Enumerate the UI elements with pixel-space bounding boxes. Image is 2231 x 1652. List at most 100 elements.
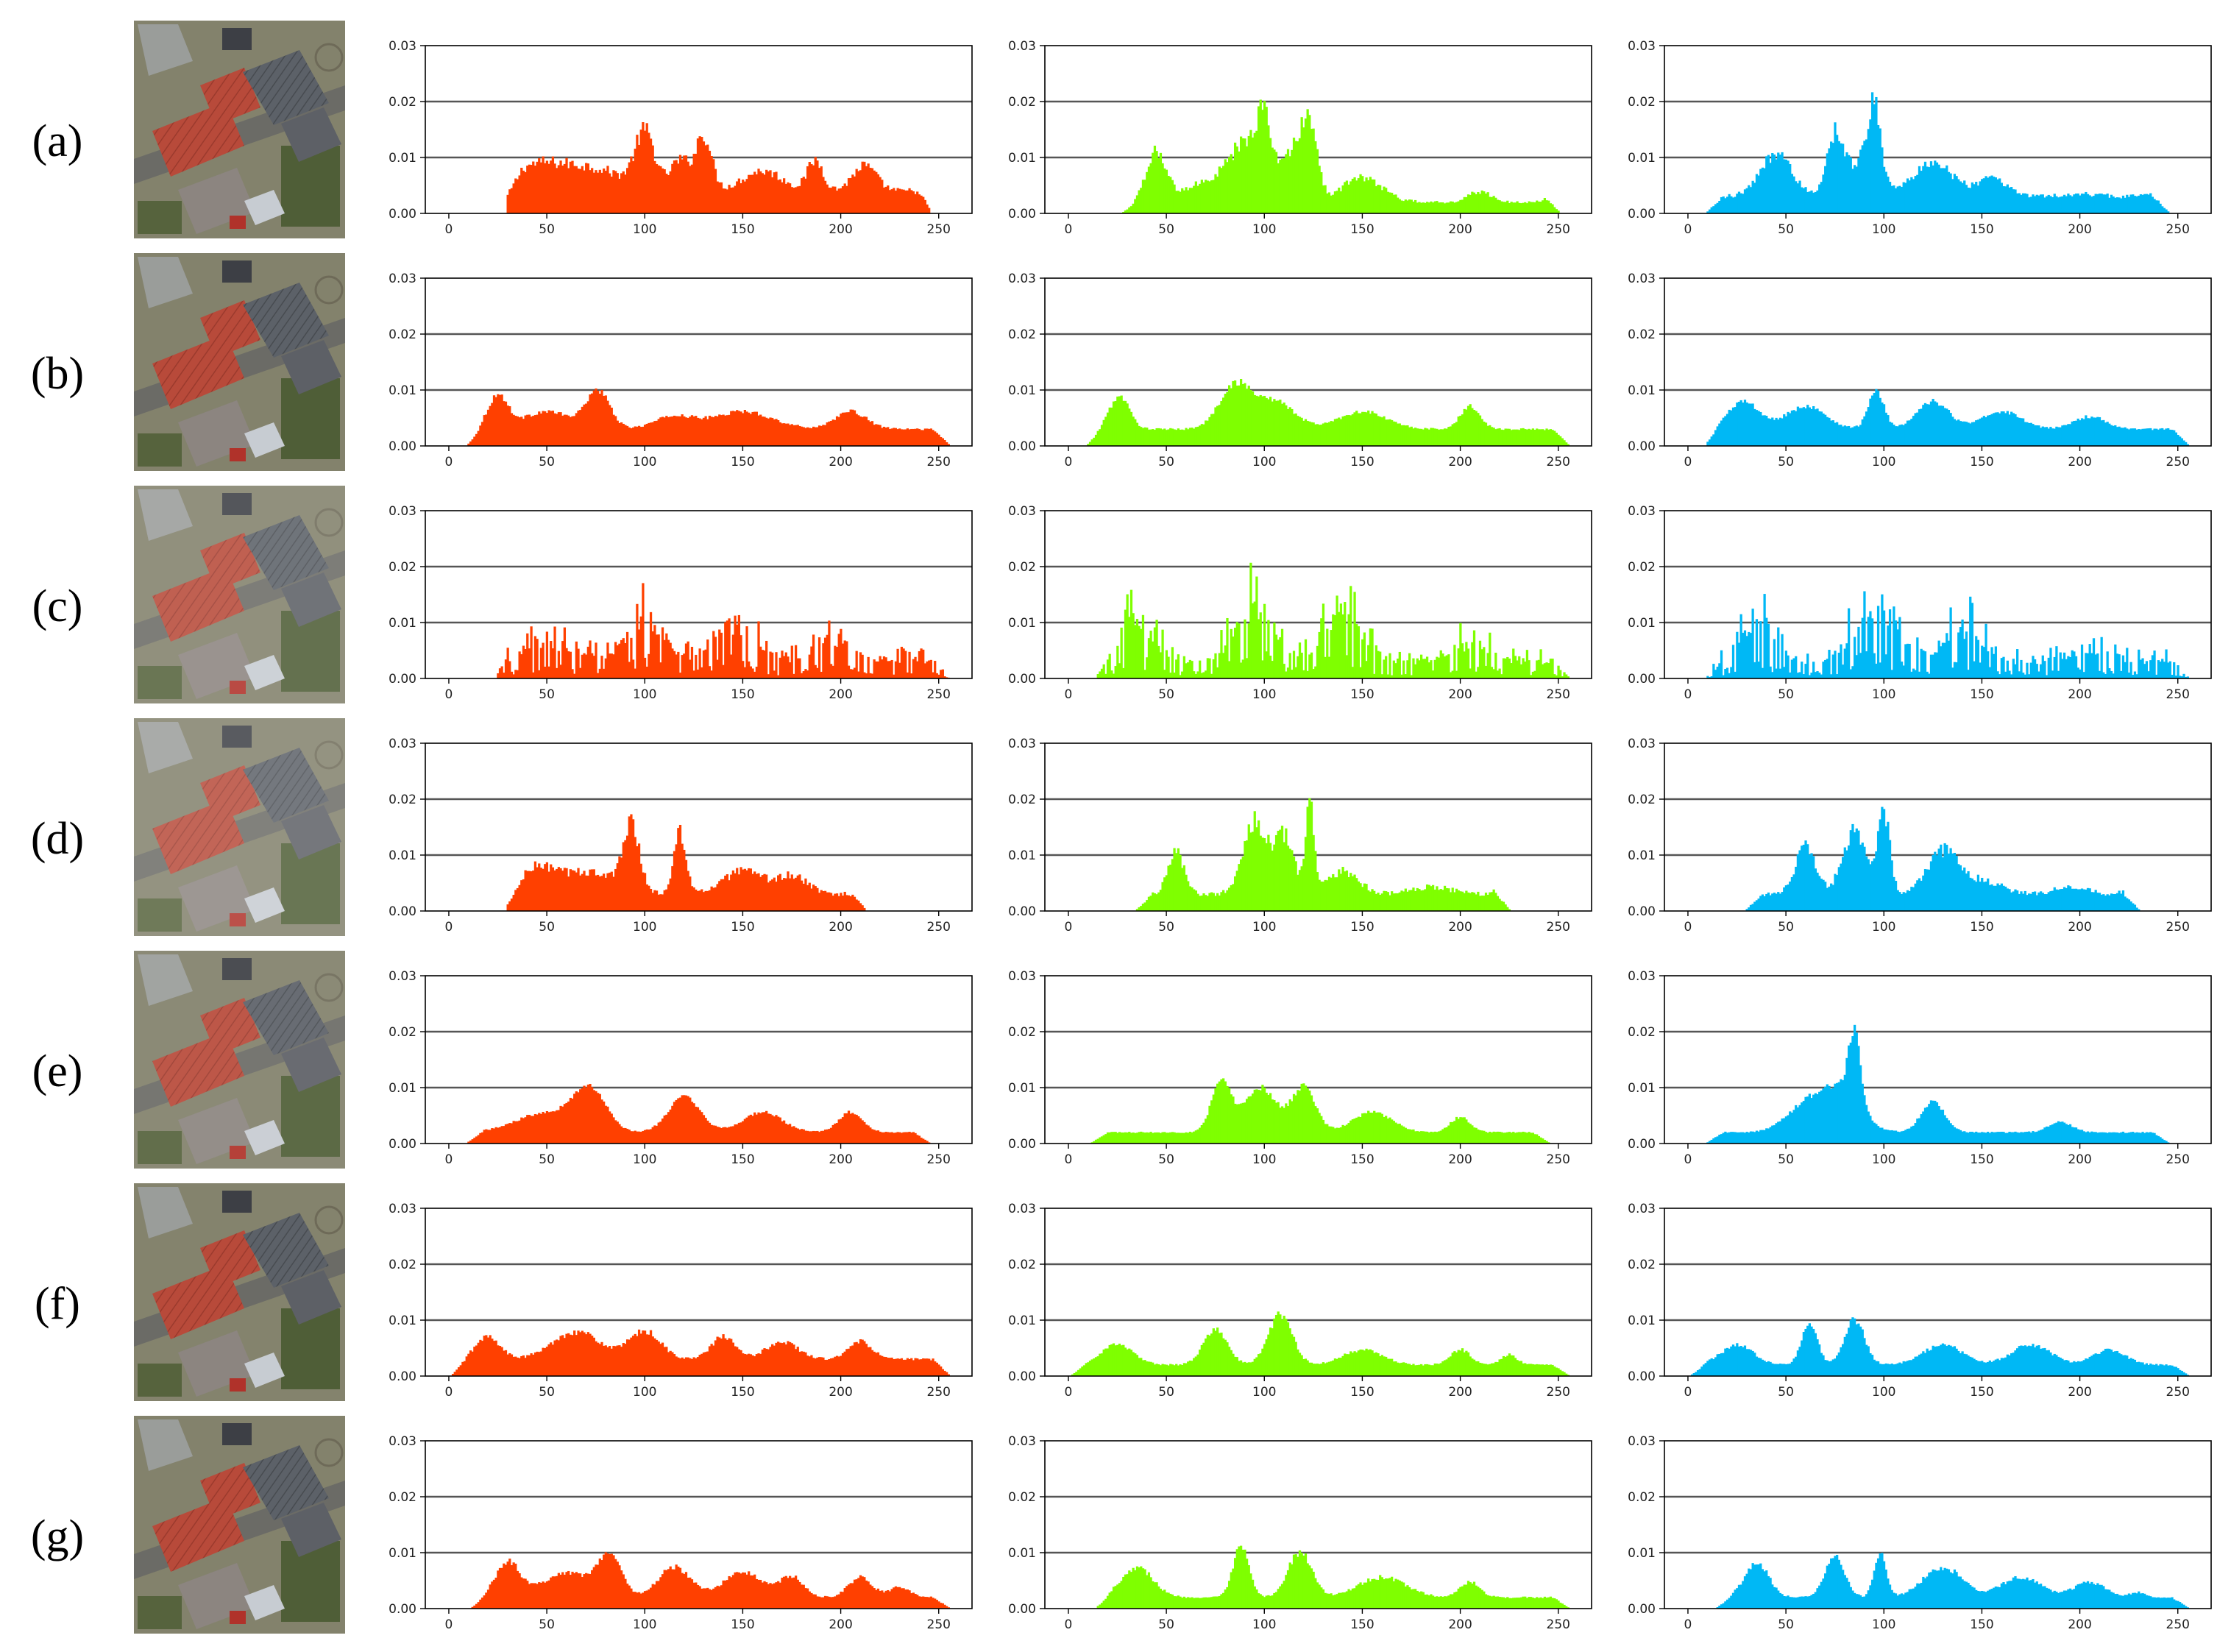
histogram-bar [689,166,692,213]
histogram-bar [798,1130,801,1144]
histogram-bar [1857,830,1860,911]
histogram-bar [1433,659,1436,678]
histogram-bar [528,648,531,678]
histogram-bar [1506,428,1509,446]
histogram-bar [894,661,898,678]
histogram-bar [1549,429,1553,446]
histogram-bar [1753,408,1756,446]
histogram-bar [1714,430,1717,446]
histogram-bar [2145,194,2149,213]
histogram-bar [579,875,582,911]
histogram-bar [1218,1333,1221,1376]
histogram-bar [1308,1091,1311,1144]
histogram-bar [1549,659,1553,678]
histogram-bar [910,1132,913,1144]
histogram-bar [661,1342,664,1376]
histogram-bar [1163,1589,1166,1609]
histogram-bar [867,1125,870,1144]
histogram-bar [1881,403,1884,446]
histogram-bar [1259,394,1262,446]
histogram-bar [2141,194,2144,213]
histogram-bar [556,1339,558,1376]
histogram-bar [681,159,684,213]
histogram-bar [834,419,837,446]
histogram-bar [1510,663,1513,678]
histogram-bar [1496,670,1500,678]
histogram-bar [1466,648,1470,678]
histogram-bar [677,1566,680,1609]
histogram-bar [522,645,525,678]
histogram-bar [1128,1132,1131,1144]
histogram-bar [2023,422,2026,446]
histogram-bar [1392,421,1395,446]
histogram-bar [787,656,790,678]
figure-row: (f)0.000.010.020.030 50 100 150 200 2500.000.… [35,1183,2212,1401]
histogram-bar [1861,145,1864,213]
histogram-bar [622,423,625,446]
x-tick-label: 50 [539,222,555,237]
histogram-bar [595,642,597,678]
histogram-bar [1963,1131,1966,1144]
histogram-bar [1504,202,1507,213]
histogram-bar [1241,857,1244,911]
histogram-bar [1483,647,1486,678]
histogram-bar [1830,674,1833,678]
histogram-bar [1235,1549,1238,1609]
x-tick-label: 50 [539,1152,555,1167]
histogram-bar [1424,428,1427,446]
histogram-bar [514,416,517,446]
histogram-bar [567,1333,570,1376]
histogram-bar [1253,1358,1256,1376]
histogram-bar [663,417,666,446]
histogram-bar [1728,409,1731,446]
histogram-bar [1320,1116,1323,1144]
histogram-bar [1792,1358,1795,1376]
histogram-bar [1333,191,1337,213]
histogram-bar [718,182,721,213]
histogram-bar [1801,846,1803,911]
histogram-bar [814,157,817,213]
histogram-bar [571,160,574,213]
y-tick-label: 0.00 [389,1369,416,1384]
histogram-bar [1720,1134,1723,1144]
histogram-bar [789,662,792,678]
histogram-bar [1845,1057,1848,1144]
histogram-bar [2079,889,2082,911]
histogram-bar [2065,196,2068,213]
histogram-bar [1255,576,1258,678]
histogram-bar [1836,875,1839,911]
histogram-bar [600,656,603,678]
histogram-bar [1106,659,1110,678]
histogram-bar [1104,416,1107,446]
histogram-bar [757,621,760,678]
histogram-bar [528,1115,531,1144]
histogram-bar [935,433,938,446]
histogram-bar [480,1341,484,1376]
histogram-bar [1914,1123,1917,1144]
histogram-bar [1447,654,1450,678]
histogram-bar [1506,200,1509,213]
histogram-bar [1937,1346,1940,1376]
histogram-bar [1973,184,1976,213]
histogram-bar [847,895,851,911]
histogram-bar [689,416,692,446]
histogram-bar [683,849,686,911]
histogram-bar [863,672,866,678]
histogram-bar [1922,875,1925,911]
histogram-bar [2062,1122,2066,1144]
histogram-bar [608,872,611,911]
histogram-bar [1810,190,1813,213]
histogram-bar [1971,182,1974,213]
histogram-bar [1475,894,1478,911]
histogram-bar [553,870,556,911]
histogram-bar [1769,1127,1772,1144]
histogram-bar [1932,854,1934,911]
histogram-bar [1820,1353,1823,1376]
histogram-bar [634,149,636,213]
histogram-bar [1843,1336,1846,1376]
histogram-bar [1985,416,1987,446]
histogram-bar [1875,851,1878,911]
histogram-bar [1202,1597,1205,1609]
histogram-bar [1842,1344,1845,1376]
histogram-bar [916,661,919,678]
